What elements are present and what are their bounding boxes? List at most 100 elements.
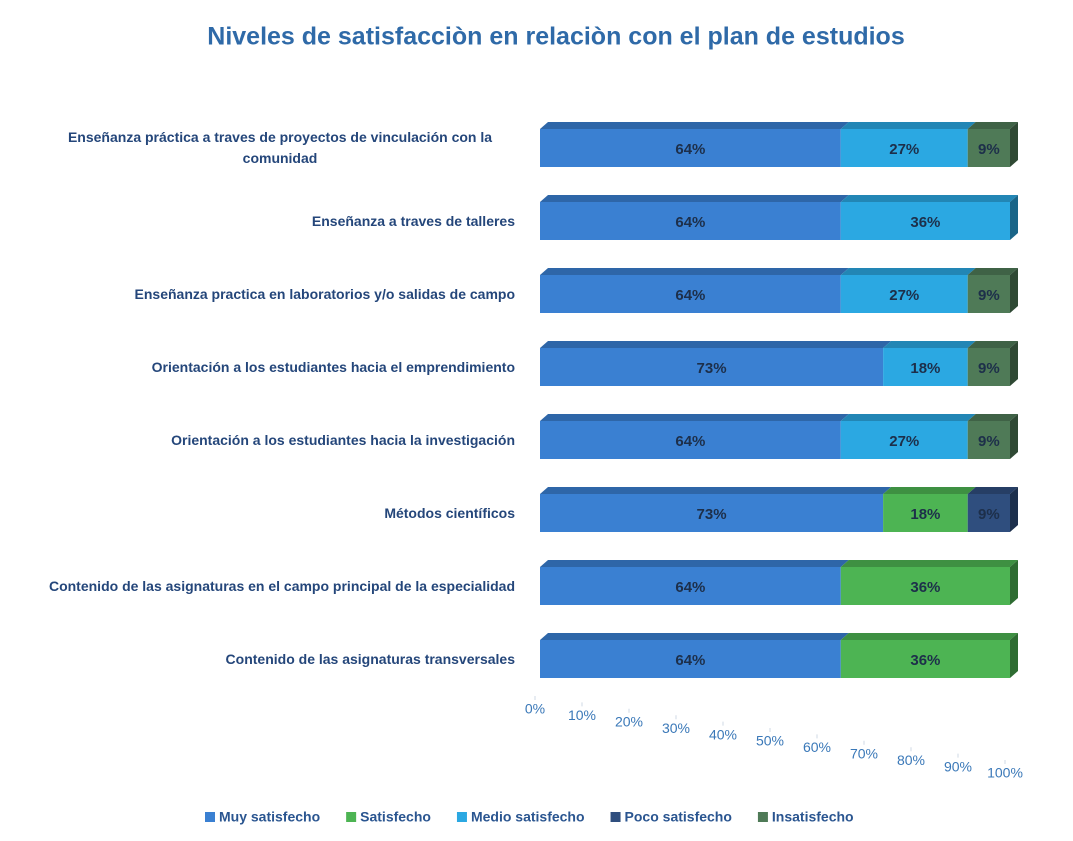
legend-swatch — [610, 812, 621, 822]
legend-swatch — [346, 812, 357, 822]
data-label: 64% — [675, 433, 705, 450]
bar — [540, 129, 841, 167]
legend-label: Insatisfecho — [772, 809, 854, 825]
bar-side — [1010, 195, 1018, 240]
x-tick-label: 0% — [525, 701, 545, 717]
category-text: Orientación a los estudiantes hacia la i… — [171, 431, 515, 448]
data-label: 36% — [910, 652, 940, 669]
data-label: 27% — [889, 433, 919, 450]
category-label: Enseñanza practica en laboratorios y/o s… — [20, 264, 515, 324]
bar — [967, 421, 1010, 459]
bar-top — [967, 341, 1018, 348]
x-tick-label: 100% — [987, 765, 1023, 781]
bar-top — [967, 487, 1018, 494]
data-label: 9% — [978, 360, 1000, 377]
x-tick-label: 60% — [803, 739, 831, 755]
x-tick-label: 70% — [850, 746, 878, 762]
category-label-box: Orientación a los estudiantes hacia el e… — [20, 337, 515, 397]
bar — [540, 567, 841, 605]
bar-top — [967, 414, 1018, 421]
data-label: 36% — [910, 214, 940, 231]
bar — [540, 421, 841, 459]
bar — [967, 494, 1010, 532]
data-label: 36% — [910, 579, 940, 596]
bar — [840, 129, 968, 167]
category-text: Enseñanza a traves de talleres — [311, 212, 515, 229]
category-label-box: Contenido de las asignaturas en el campo… — [20, 556, 515, 616]
bar-top — [840, 195, 1018, 202]
data-label: 9% — [978, 287, 1000, 304]
legend-label: Muy satisfecho — [219, 809, 320, 825]
bar — [540, 640, 841, 678]
category-label: Contenido de las asignaturas en el campo… — [20, 556, 515, 616]
bar-top — [540, 487, 892, 494]
category-label: Contenido de las asignaturas transversal… — [20, 629, 515, 689]
bar — [883, 494, 968, 532]
bar — [883, 348, 968, 386]
bar-side — [1010, 122, 1018, 167]
bar-top — [967, 268, 1018, 275]
data-label: 9% — [978, 506, 1000, 523]
x-tick-label: 30% — [662, 720, 690, 736]
category-label-box: Métodos científicos — [20, 483, 515, 543]
bar — [967, 129, 1010, 167]
bar-top — [840, 414, 976, 421]
bar-side — [1010, 268, 1018, 313]
bar — [840, 567, 1010, 605]
bar — [540, 275, 841, 313]
x-tick-label: 50% — [756, 733, 784, 749]
bar — [840, 202, 1010, 240]
bar-top — [540, 414, 849, 421]
bar-side — [1010, 414, 1018, 459]
bar-top — [883, 487, 976, 494]
legend-swatch — [757, 812, 768, 822]
data-label: 73% — [697, 360, 727, 377]
bar-side — [1010, 633, 1018, 678]
data-label: 64% — [675, 214, 705, 231]
bar-top — [840, 268, 976, 275]
data-label: 64% — [675, 579, 705, 596]
bar-side — [1010, 487, 1018, 532]
bar-top — [540, 195, 849, 202]
category-label-box: Enseñanza practica en laboratorios y/o s… — [20, 264, 515, 324]
category-text: Orientación a los estudiantes hacia el e… — [151, 358, 515, 375]
bar-top — [540, 633, 849, 640]
bar — [540, 494, 884, 532]
category-text: Enseñanza practica en laboratorios y/o s… — [134, 285, 515, 302]
category-label: Enseñanza práctica a traves de proyectos… — [68, 129, 492, 166]
bar — [540, 348, 884, 386]
legend-swatch — [205, 812, 215, 822]
data-label: 9% — [978, 141, 1000, 158]
bar-top — [540, 341, 892, 348]
x-tick-label: 80% — [897, 752, 925, 768]
category-label-box: Contenido de las asignaturas transversal… — [20, 629, 515, 689]
legend-label: Satisfecho — [360, 809, 431, 825]
category-label: Orientación a los estudiantes hacia el e… — [20, 337, 515, 397]
chart-title: Niveles de satisfacciòn en relaciòn con … — [207, 23, 904, 51]
legend-swatch — [456, 812, 467, 822]
bar — [840, 421, 968, 459]
bar-top — [883, 341, 976, 348]
data-label: 73% — [697, 506, 727, 523]
bar-top — [840, 560, 1018, 567]
bar-top — [967, 122, 1018, 129]
category-label-box: Enseñanza a traves de talleres — [20, 191, 515, 251]
bar-side — [1010, 341, 1018, 386]
bar-top — [840, 122, 976, 129]
data-label: 18% — [910, 360, 940, 377]
category-label: Orientación a los estudiantes hacia la i… — [171, 431, 515, 448]
data-label: 27% — [889, 287, 919, 304]
bar-side — [1010, 560, 1018, 605]
bar — [840, 275, 968, 313]
category-label: Enseñanza a traves de talleres — [20, 191, 515, 251]
x-tick-label: 40% — [709, 726, 737, 742]
data-label: 64% — [675, 652, 705, 669]
category-text: Métodos científicos — [384, 504, 515, 521]
bar-top — [540, 560, 849, 567]
legend-label: Poco satisfecho — [625, 809, 732, 825]
data-label: 27% — [889, 141, 919, 158]
category-text: Contenido de las asignaturas en el campo… — [48, 577, 515, 594]
legend-label: Medio satisfecho — [471, 809, 585, 825]
data-label: 9% — [978, 433, 1000, 450]
